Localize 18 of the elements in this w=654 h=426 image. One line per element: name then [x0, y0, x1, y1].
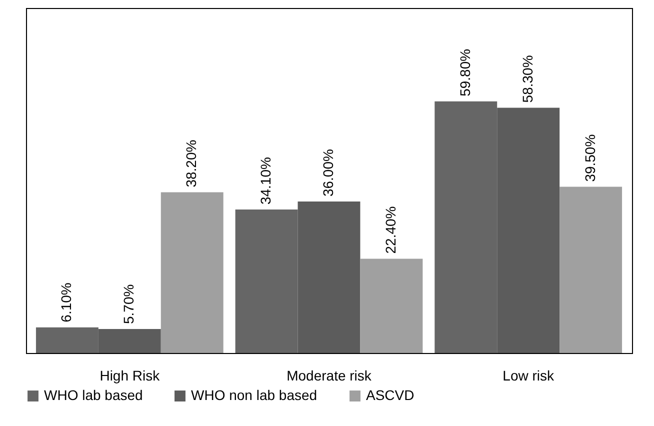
- bar: [560, 186, 622, 353]
- legend-label: ASCVD: [366, 387, 414, 403]
- data-label: 22.40%: [382, 206, 398, 254]
- data-label: 38.20%: [183, 140, 200, 188]
- data-label: 36.00%: [320, 149, 336, 197]
- x-tick-label: Low risk: [502, 368, 556, 384]
- x-tick-label: Moderate risk: [286, 368, 372, 384]
- data-label: 58.30%: [519, 55, 536, 103]
- legend-label: WHO lab based: [44, 387, 143, 403]
- data-label: 59.80%: [456, 48, 473, 96]
- data-label: 6.10%: [58, 282, 74, 322]
- data-label: 5.70%: [120, 284, 137, 324]
- x-tick-label: High Risk: [100, 368, 161, 384]
- legend-label: WHO non lab based: [191, 387, 318, 403]
- data-label: 39.50%: [582, 134, 598, 182]
- bar: [160, 192, 224, 353]
- bar: [360, 258, 423, 353]
- data-label: 34.10%: [258, 157, 274, 205]
